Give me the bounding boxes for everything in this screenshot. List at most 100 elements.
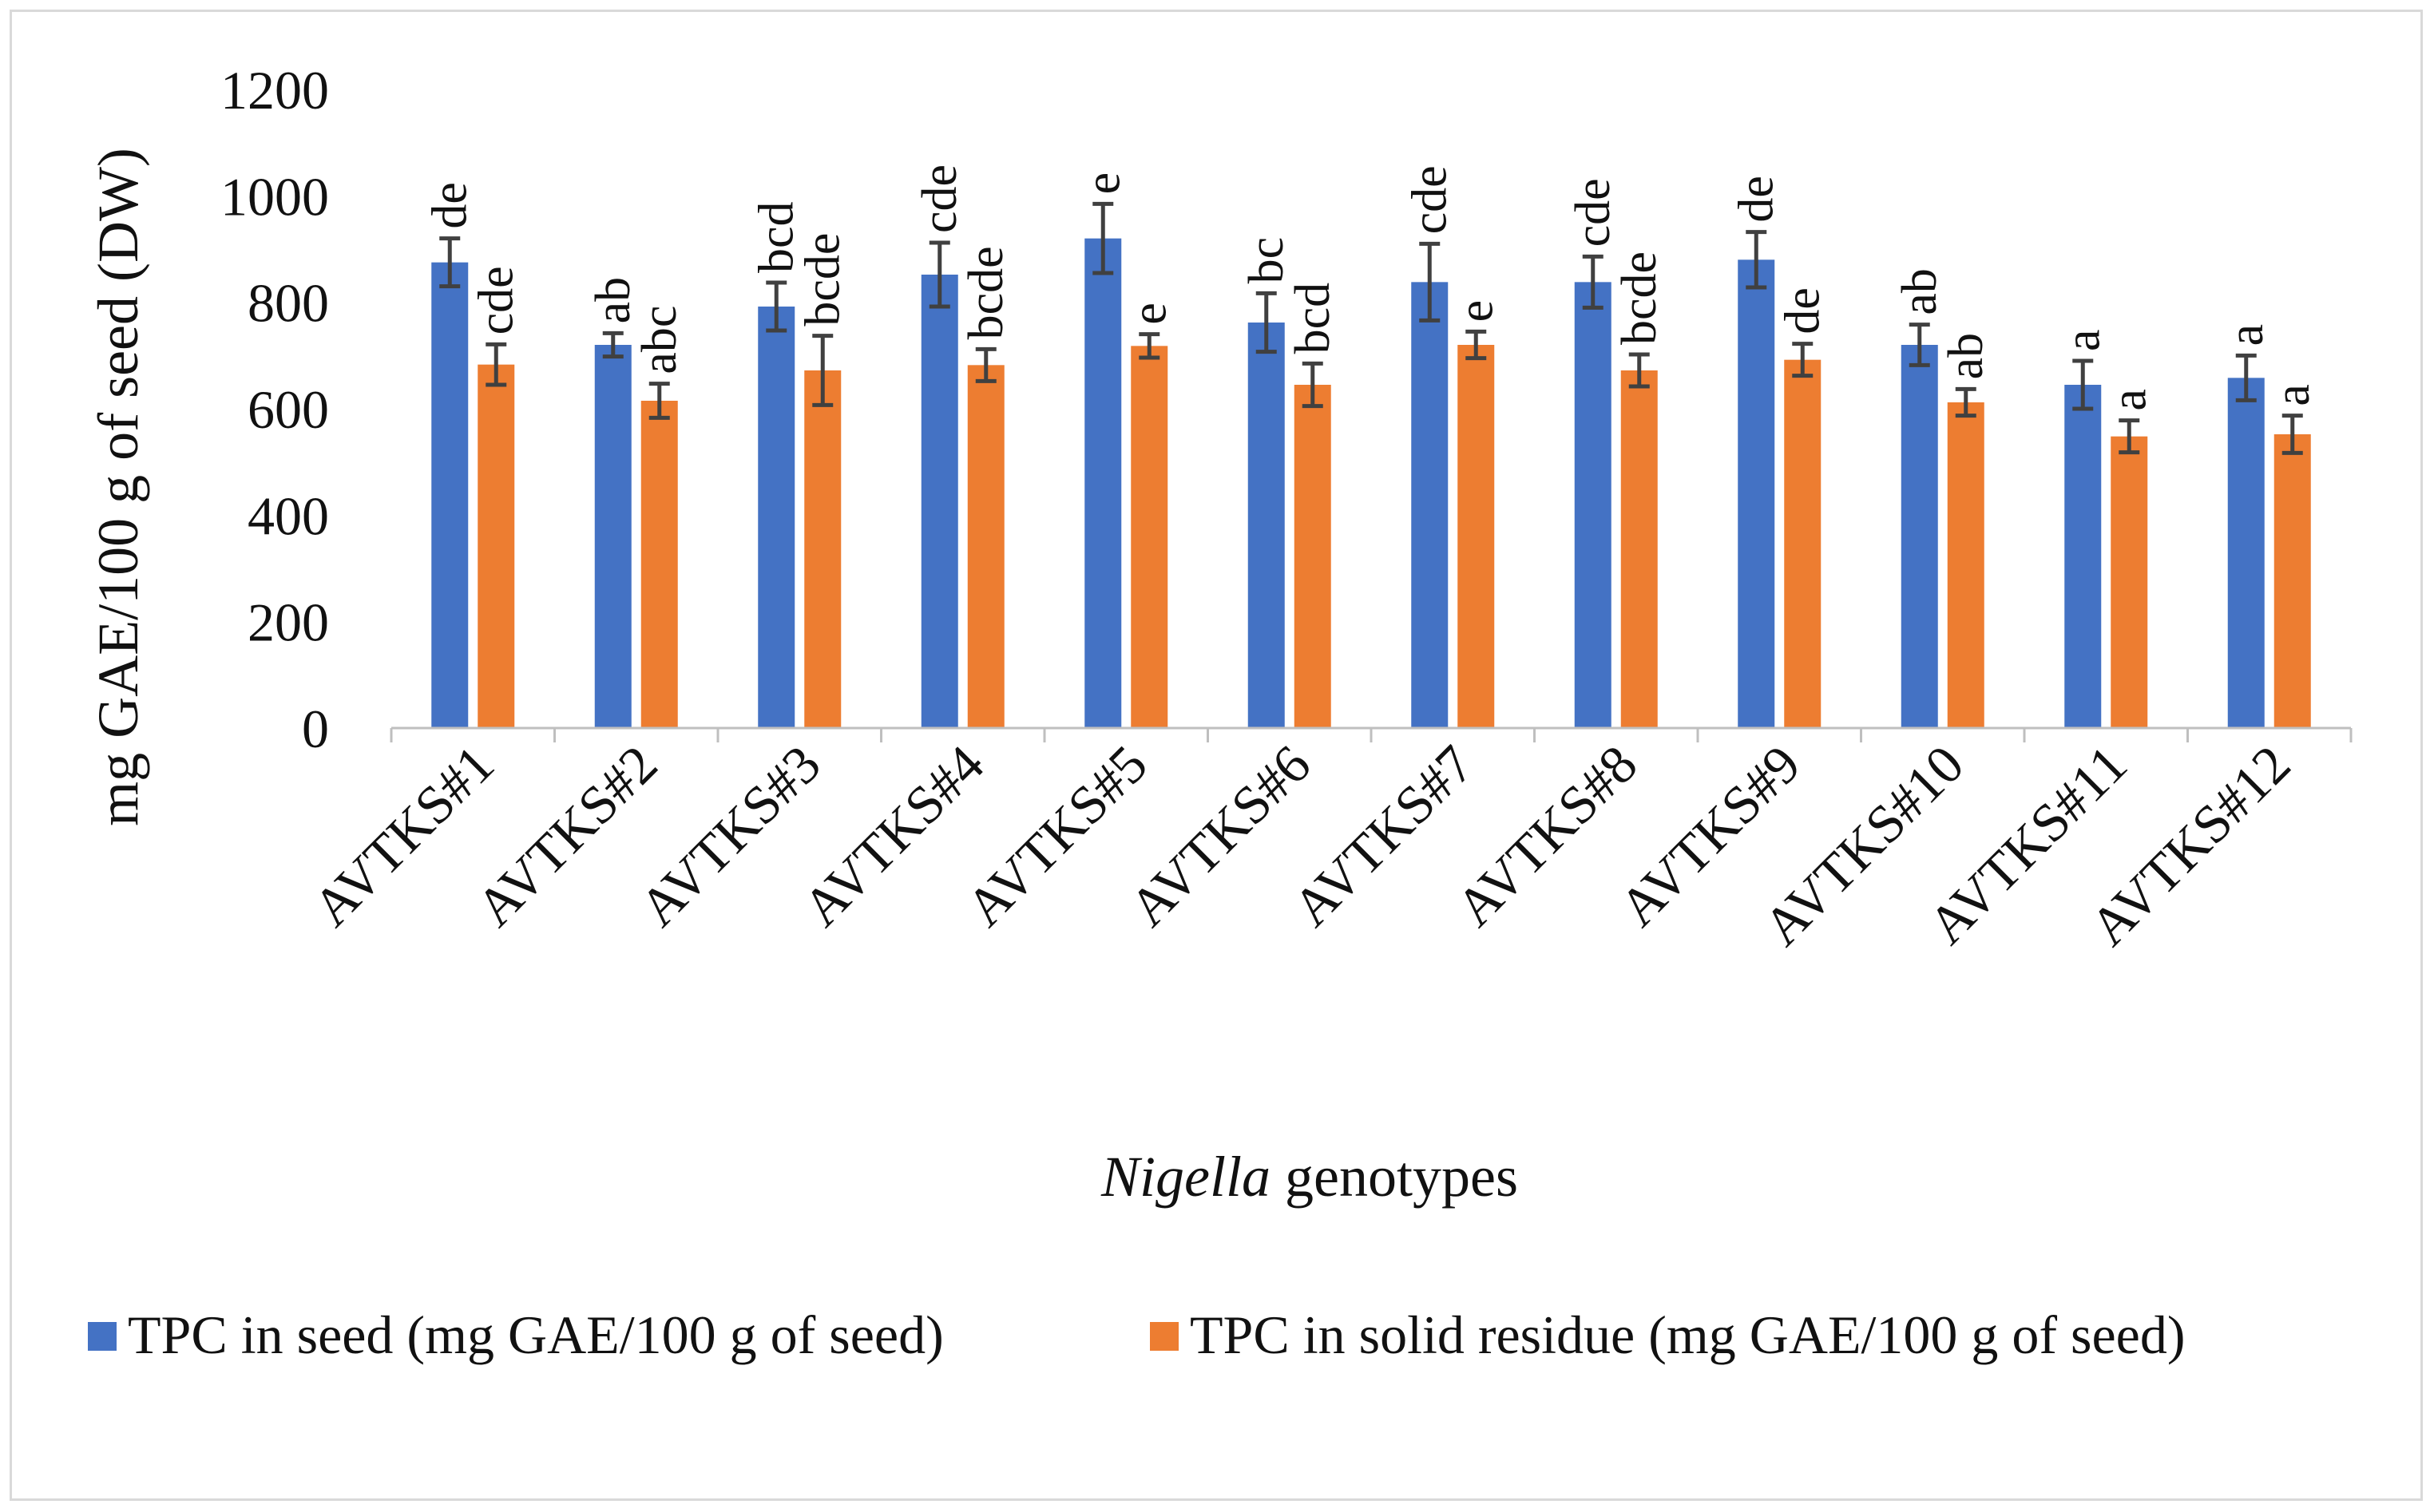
error-bar-s2-9: [1792, 342, 1814, 378]
bar-s2-11: [2111, 436, 2148, 728]
error-bar-s2-5: [1139, 332, 1160, 360]
bar-s2-5: [1131, 346, 1168, 728]
bar-s2-9: [1784, 359, 1822, 728]
error-bar-s1-8: [1582, 254, 1604, 310]
x-tick-label-3: AVTKS#3: [628, 734, 832, 938]
significance-label-s1-4: cde: [913, 164, 967, 233]
error-bar-s1-9: [1746, 230, 1767, 290]
bar-s1-4: [921, 275, 958, 728]
error-bar-s1-6: [1255, 291, 1277, 354]
error-bar-s1-7: [1419, 241, 1441, 323]
error-bar-s2-11: [2119, 418, 2140, 455]
bar-s2-4: [967, 365, 1005, 728]
bar-s2-12: [2273, 434, 2311, 728]
significance-label-s2-6: bcd: [1286, 283, 1340, 354]
significance-label-s2-5: e: [1122, 303, 1176, 325]
error-bar-s1-12: [2235, 353, 2257, 402]
bar-s2-6: [1294, 385, 1331, 728]
error-bar-s2-10: [1955, 386, 1976, 418]
bar-s2-8: [1620, 370, 1658, 728]
chart-frame: [10, 10, 2423, 1501]
bar-s1-1: [431, 262, 469, 729]
x-axis-title-italic: Nigella: [1100, 1145, 1271, 1209]
x-tick-label-7: AVTKS#7: [1281, 734, 1485, 938]
significance-label-s2-9: de: [1775, 287, 1829, 334]
significance-label-s2-11: a: [2102, 389, 2156, 411]
error-bar-s1-5: [1092, 201, 1114, 275]
bar-s1-12: [2227, 378, 2265, 728]
x-axis-title: Nigella genotypes: [1100, 1145, 1518, 1209]
x-tick-label-6: AVTKS#6: [1117, 734, 1322, 938]
y-tick-label-400: 400: [248, 485, 329, 546]
error-bar-s1-2: [602, 331, 624, 359]
significance-label-s1-12: a: [2219, 324, 2273, 346]
bar-s1-7: [1411, 282, 1449, 728]
significance-label-s2-2: abc: [632, 306, 687, 374]
error-bar-s2-4: [975, 346, 997, 383]
bar-s1-11: [2064, 385, 2102, 728]
significance-label-s1-8: cde: [1566, 178, 1620, 247]
significance-label-s1-7: cde: [1402, 165, 1457, 234]
significance-label-s1-3: bcd: [749, 201, 803, 273]
y-tick-label-0: 0: [302, 699, 329, 759]
error-bar-s1-4: [929, 240, 950, 309]
bar-s2-1: [478, 364, 515, 728]
legend-item-residue: TPC in solid residue (mg GAE/100 g of se…: [1150, 1304, 2186, 1365]
y-tick-label-800: 800: [248, 273, 329, 334]
bar-s2-2: [640, 401, 678, 728]
y-tick-label-200: 200: [248, 592, 329, 653]
y-tick-label-1200: 1200: [220, 60, 329, 121]
error-bar-s2-7: [1465, 329, 1487, 361]
error-bar-s2-8: [1628, 352, 1650, 389]
error-bar-s1-10: [1909, 323, 1930, 367]
significance-label-s1-9: de: [1729, 176, 1783, 223]
error-bar-s1-11: [2072, 358, 2094, 411]
significance-label-s1-5: e: [1076, 172, 1130, 195]
legend-swatch-residue: [1150, 1322, 1179, 1351]
bar-s1-9: [1738, 259, 1775, 728]
significance-label-s1-1: de: [422, 182, 477, 229]
bar-s2-3: [804, 370, 842, 728]
significance-label-s2-10: ab: [1939, 333, 1993, 380]
y-axis-title: mg GAE/100 g of seed (DW): [86, 148, 150, 826]
error-bar-s2-6: [1302, 361, 1323, 409]
legend-label-seed: TPC in seed (mg GAE/100 g of seed): [128, 1304, 944, 1365]
significance-label-s1-10: ab: [1893, 268, 1947, 315]
significance-label-s2-3: bcde: [795, 233, 850, 327]
error-bar-s2-2: [648, 382, 670, 420]
significance-label-s1-6: bc: [1239, 237, 1294, 284]
bar-s2-10: [1947, 402, 1984, 728]
significance-label-s2-4: bcde: [959, 246, 1013, 339]
x-tick-label-5: AVTKS#5: [954, 734, 1159, 938]
legend-item-seed: TPC in seed (mg GAE/100 g of seed): [88, 1304, 944, 1365]
bar-s1-2: [594, 345, 632, 728]
error-bar-s2-12: [2281, 414, 2303, 455]
y-tick-label-1000: 1000: [220, 166, 329, 227]
error-bar-s2-1: [486, 342, 507, 387]
bar-s1-8: [1574, 282, 1611, 728]
legend-swatch-seed: [88, 1322, 117, 1351]
significance-label-s1-2: ab: [586, 277, 640, 324]
x-tick-label-2: AVTKS#2: [464, 734, 668, 938]
x-tick-label-4: AVTKS#4: [791, 734, 995, 938]
x-axis: AVTKS#1AVTKS#2AVTKS#3AVTKS#4AVTKS#5AVTKS…: [301, 726, 2353, 957]
error-bar-s1-3: [766, 280, 787, 333]
bar-s1-6: [1247, 323, 1285, 728]
significance-label-s2-7: e: [1449, 300, 1503, 323]
x-tick-label-8: AVTKS#8: [1444, 734, 1648, 938]
bar-s1-5: [1084, 238, 1122, 729]
significance-label-s2-1: cde: [469, 266, 523, 334]
significance-label-s1-11: a: [2055, 329, 2110, 351]
bar-s1-10: [1901, 345, 1938, 728]
bar-s1-3: [758, 307, 795, 728]
bar-s2-7: [1457, 345, 1495, 728]
y-tick-label-600: 600: [248, 379, 329, 440]
legend-label-residue: TPC in solid residue (mg GAE/100 g of se…: [1190, 1304, 2186, 1365]
x-tick-label-1: AVTKS#1: [301, 734, 505, 938]
legend: TPC in seed (mg GAE/100 g of seed) TPC i…: [88, 1304, 2186, 1365]
significance-label-s2-8: bcde: [1612, 251, 1667, 345]
y-axis: 0 200 400 600 800 1000 1200: [220, 60, 329, 759]
error-bar-s1-1: [439, 236, 461, 289]
